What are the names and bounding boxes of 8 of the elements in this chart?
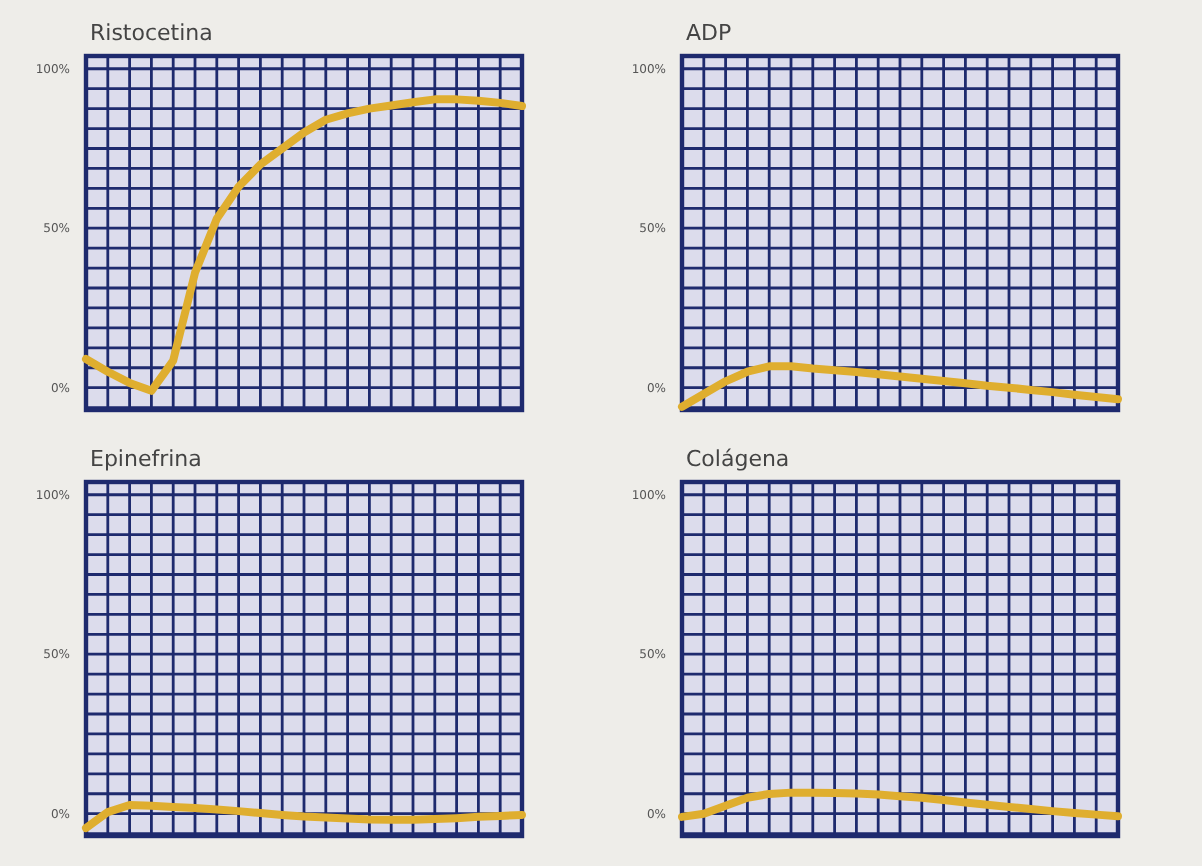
- line-series: [82, 801, 526, 833]
- chart-title: Epinefrina: [90, 446, 202, 472]
- chart-title: Colágena: [686, 446, 790, 472]
- line-series: [82, 95, 526, 395]
- line-series: [678, 362, 1122, 411]
- chart-title: ADP: [686, 20, 732, 46]
- chart-title: Ristocetina: [90, 20, 213, 46]
- line-series: [678, 788, 1122, 821]
